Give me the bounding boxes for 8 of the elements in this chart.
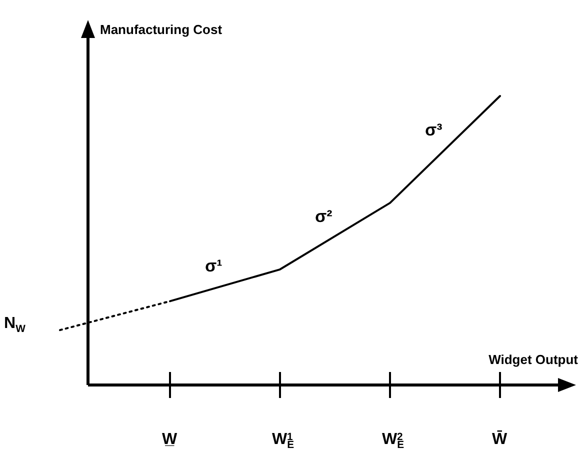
x-axis-title: Widget Output	[488, 352, 579, 367]
x-tick-label: W̲	[162, 431, 178, 448]
x-tick-label: W̄	[492, 430, 508, 448]
annotation: σ³	[425, 120, 443, 140]
annotation: σ¹	[205, 256, 223, 276]
text: N$_{W}$	[4, 315, 26, 335]
y-axis-title: Manufacturing Cost	[100, 22, 223, 37]
annotation: σ²	[315, 207, 333, 226]
